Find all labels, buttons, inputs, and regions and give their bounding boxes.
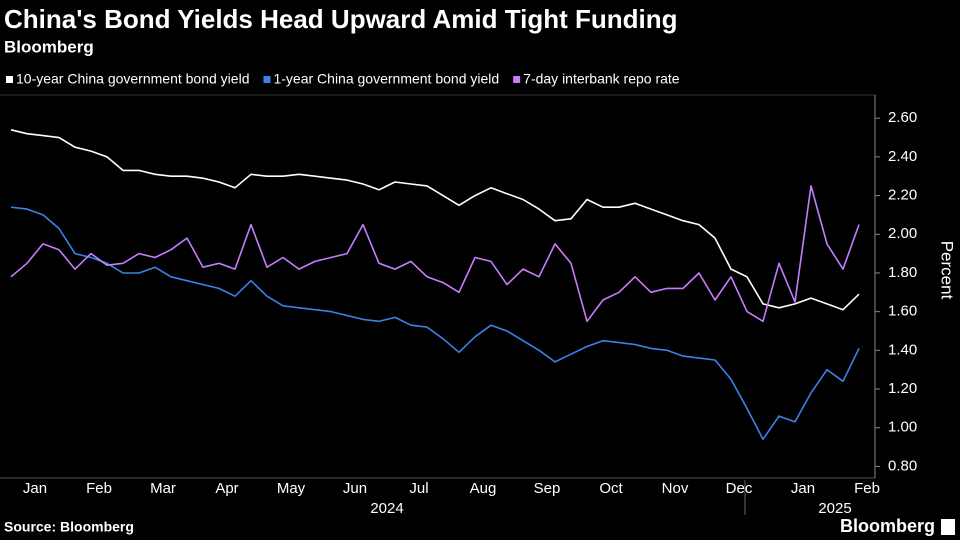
chart-title: China's Bond Yields Head Upward Amid Tig… xyxy=(4,4,678,34)
legend-label: 10-year China government bond yield xyxy=(16,71,249,87)
legend-label: 1-year China government bond yield xyxy=(273,71,499,87)
x-tick-label: Apr xyxy=(215,480,238,497)
x-tick-label: May xyxy=(277,480,306,497)
y-axis-label: Percent xyxy=(938,241,957,300)
legend-label: 7-day interbank repo rate xyxy=(523,71,680,87)
x-tick-label: Jul xyxy=(409,480,428,497)
series-line xyxy=(10,185,860,323)
x-tick-label: Feb xyxy=(86,480,112,497)
y-tick-label: 2.40 xyxy=(888,148,917,165)
x-tick-label: Feb xyxy=(854,480,880,497)
x-tick-label: Jan xyxy=(23,480,47,497)
x-tick-label: Mar xyxy=(150,480,176,497)
x-tick-label: Dec xyxy=(726,480,753,497)
year-label: 2025 xyxy=(818,500,851,517)
y-tick-label: 2.60 xyxy=(888,109,917,126)
year-label: 2024 xyxy=(370,500,403,517)
logo: Bloomberg xyxy=(840,516,935,536)
legend-swatch xyxy=(6,76,13,83)
x-tick-label: Jan xyxy=(791,480,815,497)
legend-swatch xyxy=(513,76,521,83)
y-tick-label: 0.80 xyxy=(888,457,917,474)
x-tick-label: Sep xyxy=(534,480,561,497)
y-tick-label: 1.40 xyxy=(888,341,917,358)
y-tick-label: 2.20 xyxy=(888,187,917,204)
legend-swatch xyxy=(263,76,271,83)
chart-subtitle: Bloomberg xyxy=(4,37,94,56)
series-line xyxy=(10,129,860,311)
x-tick-label: Oct xyxy=(599,480,623,497)
x-tick-label: Nov xyxy=(662,480,689,497)
y-tick-label: 1.20 xyxy=(888,380,917,397)
logo-icon xyxy=(941,519,955,535)
y-tick-label: 2.00 xyxy=(888,225,917,242)
y-tick-label: 1.80 xyxy=(888,264,917,281)
y-tick-label: 1.00 xyxy=(888,419,917,436)
x-tick-label: Aug xyxy=(470,480,497,497)
x-tick-label: Jun xyxy=(343,480,367,497)
series-line xyxy=(10,206,860,441)
source: Source: Bloomberg xyxy=(4,519,134,535)
y-tick-label: 1.60 xyxy=(888,303,917,320)
